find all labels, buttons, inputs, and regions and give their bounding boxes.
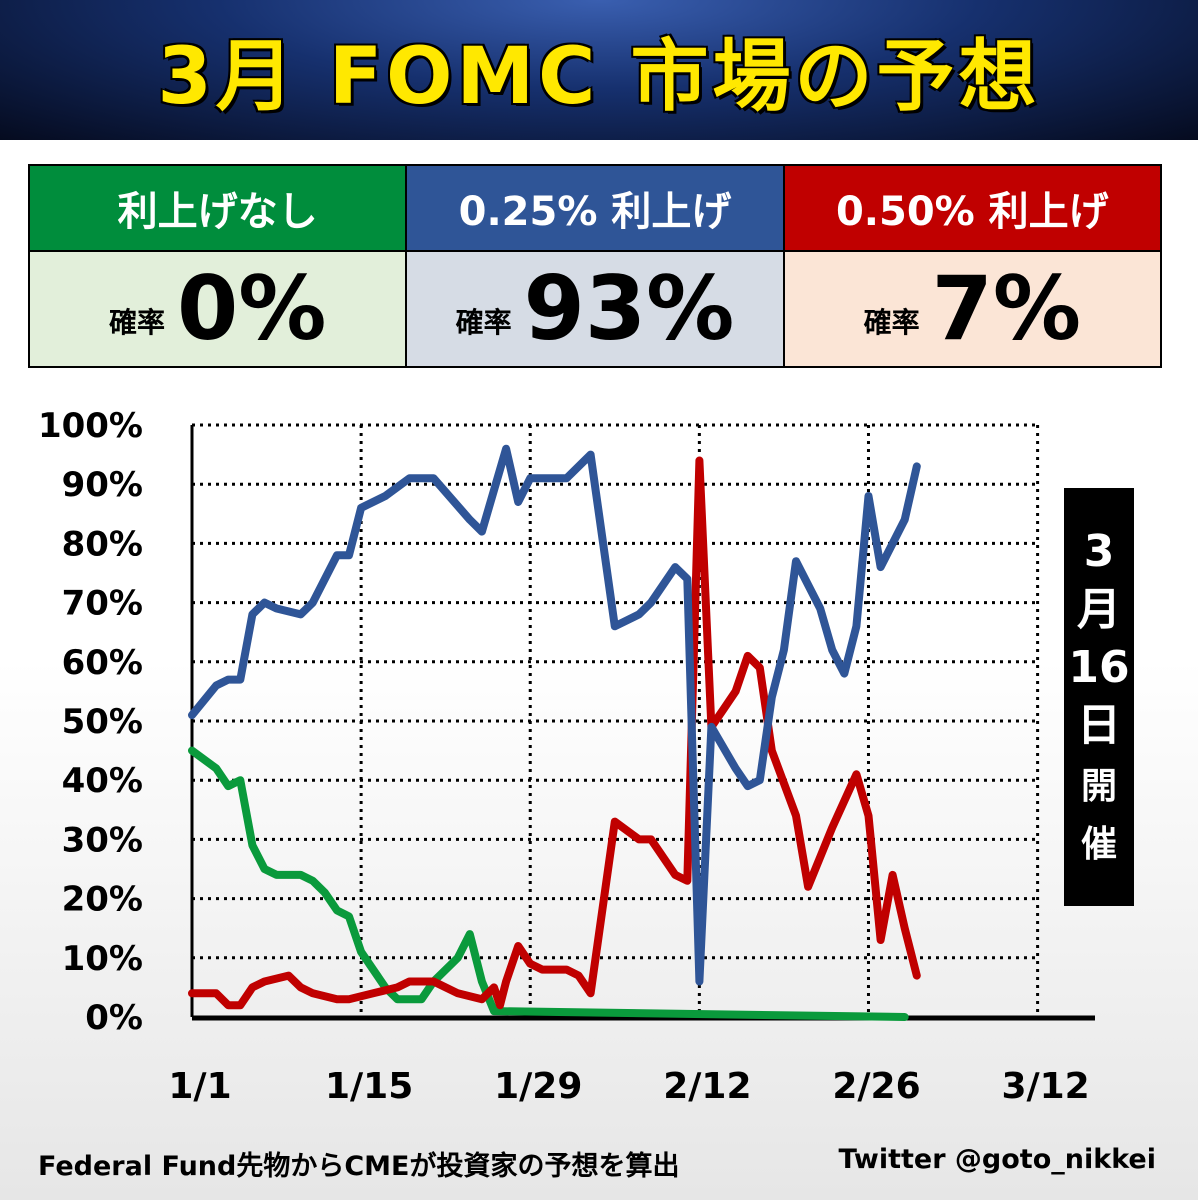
x-tick-label: 2/12 [663, 1066, 751, 1107]
prob-label: 確率 [455, 306, 512, 339]
prob-value-hike-025: 93% [523, 257, 735, 360]
x-tick-label: 1/1 [168, 1066, 231, 1107]
prob-body-hike-025: 確率 93% [407, 252, 783, 366]
prob-value-hike-050: 7% [931, 257, 1082, 360]
prob-body-no-hike: 確率 0% [30, 252, 406, 366]
meeting-held-1: 開 [1080, 766, 1117, 807]
y-tick-label: 40% [62, 761, 143, 801]
y-tick-label: 60% [62, 643, 143, 683]
prob-header-no-hike: 利上げなし [30, 166, 406, 252]
y-tick-label: 80% [62, 524, 143, 564]
y-tick-label: 10% [62, 939, 143, 979]
meeting-day: 16 [1068, 642, 1130, 693]
source-note: Federal Fund先物からCMEが投資家の予想を算出 [38, 1151, 680, 1182]
y-tick-label: 0% [85, 998, 143, 1038]
prob-header-hike-050: 0.50% 利上げ [784, 166, 1160, 252]
prob-label: 確率 [863, 306, 920, 339]
meeting-held-2: 催 [1080, 824, 1117, 865]
y-tick-label: 50% [62, 702, 143, 742]
meeting-date-label: 3 月 16 日 開 催 [1064, 488, 1134, 906]
meeting-month: 3 [1083, 526, 1115, 577]
prob-col-no-hike: 利上げなし 確率 0% [30, 166, 408, 366]
y-tick-label: 70% [62, 584, 143, 624]
y-tick-label: 90% [62, 465, 143, 505]
chart-svg: 0% 10% 20% 30% 40% 50% 60% 70% 80% 90% 100% 1/1 1/15… [38, 406, 1095, 1107]
prob-header-hike-025: 0.25% 利上げ [407, 166, 783, 252]
line-chart: 0% 10% 20% 30% 40% 50% 60% 70% 80% 90% 100% 1/1 1/15… [0, 380, 1198, 1110]
y-tick-label: 100% [38, 406, 143, 446]
series-line-hike-025 [188, 444, 921, 986]
credit-note: Twitter @goto_nikkei [838, 1144, 1156, 1175]
title-banner: 3月 FOMC 市場の予想 [0, 0, 1198, 140]
series-line-no-hike [188, 746, 909, 1021]
prob-body-hike-050: 確率 7% [784, 252, 1160, 366]
x-tick-label: 3/12 [1001, 1066, 1089, 1107]
prob-value-no-hike: 0% [176, 257, 327, 360]
prob-col-hike-050: 0.50% 利上げ 確率 7% [784, 166, 1160, 366]
x-tick-label: 1/15 [325, 1066, 413, 1107]
y-tick-label: 30% [62, 820, 143, 860]
footer: Federal Fund先物からCMEが投資家の予想を算出 Twitter @g… [0, 1144, 1198, 1184]
y-tick-label: 20% [62, 880, 143, 920]
series-line-hike-050 [188, 456, 921, 1010]
x-tick-label: 2/26 [832, 1066, 920, 1107]
meeting-day-char: 日 [1077, 700, 1121, 751]
probability-table: 利上げなし 確率 0% 0.25% 利上げ 確率 93% 0.50% 利上げ 確… [28, 164, 1162, 368]
x-tick-label: 1/29 [494, 1066, 582, 1107]
meeting-month-char: 月 [1077, 584, 1121, 635]
prob-label: 確率 [108, 306, 165, 339]
prob-col-hike-025: 0.25% 利上げ 確率 93% [407, 166, 785, 366]
page-title: 3月 FOMC 市場の予想 [157, 32, 1041, 122]
